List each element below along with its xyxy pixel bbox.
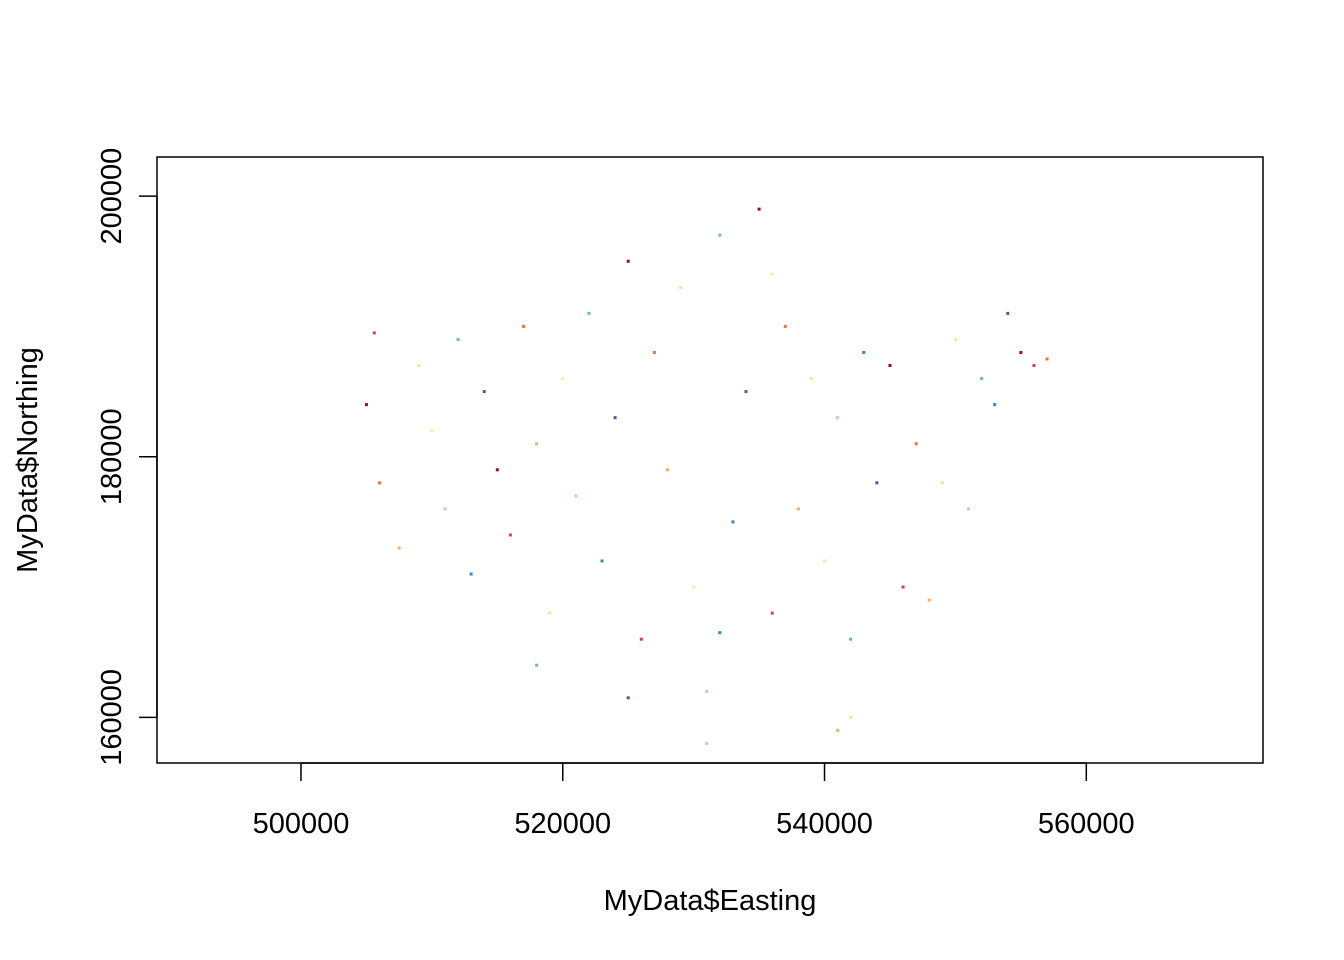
data-point — [482, 390, 486, 394]
data-point — [888, 364, 892, 368]
data-point — [967, 507, 971, 511]
data-point — [836, 416, 840, 420]
data-point — [372, 331, 376, 335]
data-point — [508, 533, 512, 537]
data-point — [535, 442, 539, 446]
data-point — [940, 481, 944, 485]
y-tick-label: 180000 — [96, 408, 128, 505]
data-point — [495, 468, 499, 472]
data-point — [456, 337, 460, 341]
data-point — [731, 520, 735, 524]
data-point — [796, 507, 800, 511]
data-point — [469, 572, 473, 576]
data-point — [993, 403, 997, 407]
data-point — [692, 585, 696, 589]
data-point — [626, 259, 630, 263]
data-point — [679, 285, 683, 289]
data-point — [364, 403, 368, 407]
x-tick-label: 500000 — [253, 808, 350, 840]
data-point — [574, 494, 578, 498]
data-point — [718, 233, 722, 237]
data-point — [587, 311, 591, 315]
data-point — [980, 377, 984, 381]
data-point — [823, 559, 827, 563]
data-point — [535, 663, 539, 667]
data-point — [600, 559, 604, 563]
data-point — [613, 416, 617, 420]
data-point — [652, 350, 656, 354]
data-point — [836, 728, 840, 732]
data-point — [1019, 350, 1023, 354]
data-point — [521, 324, 525, 328]
points-layer — [364, 207, 1049, 745]
data-point — [953, 337, 957, 341]
data-point — [378, 481, 382, 485]
x-tick-label: 520000 — [514, 808, 611, 840]
data-point — [417, 364, 421, 368]
data-point — [1032, 364, 1036, 368]
data-point — [1006, 311, 1010, 315]
data-point — [705, 689, 709, 693]
plot-frame — [156, 156, 1264, 764]
data-point — [705, 741, 709, 745]
data-point — [718, 631, 722, 635]
data-point — [397, 546, 401, 550]
y-axis: 160000 180000 200000 — [96, 148, 158, 766]
data-point — [548, 611, 552, 615]
data-point — [849, 715, 853, 719]
data-point — [665, 468, 669, 472]
data-point — [783, 324, 787, 328]
data-point — [744, 390, 748, 394]
data-point — [901, 585, 905, 589]
data-point — [809, 377, 813, 381]
data-point — [757, 207, 761, 211]
data-point — [770, 272, 774, 276]
data-point — [770, 611, 774, 615]
data-point — [849, 637, 853, 641]
data-point — [430, 429, 434, 433]
data-point — [914, 442, 918, 446]
data-point — [561, 377, 565, 381]
x-tick-label: 560000 — [1038, 808, 1135, 840]
y-tick-label: 200000 — [96, 148, 128, 245]
data-point — [862, 350, 866, 354]
x-axis-label: MyData$Easting — [604, 885, 817, 917]
data-point — [1045, 357, 1049, 361]
data-point — [639, 637, 643, 641]
data-point — [875, 481, 879, 485]
y-tick-label: 160000 — [96, 669, 128, 766]
x-axis: 500000 520000 540000 560000 — [253, 762, 1135, 840]
data-point — [626, 696, 630, 700]
y-axis-label: MyData$Northing — [12, 347, 44, 573]
data-point — [443, 507, 447, 511]
data-point — [927, 598, 931, 602]
x-tick-label: 540000 — [776, 808, 873, 840]
